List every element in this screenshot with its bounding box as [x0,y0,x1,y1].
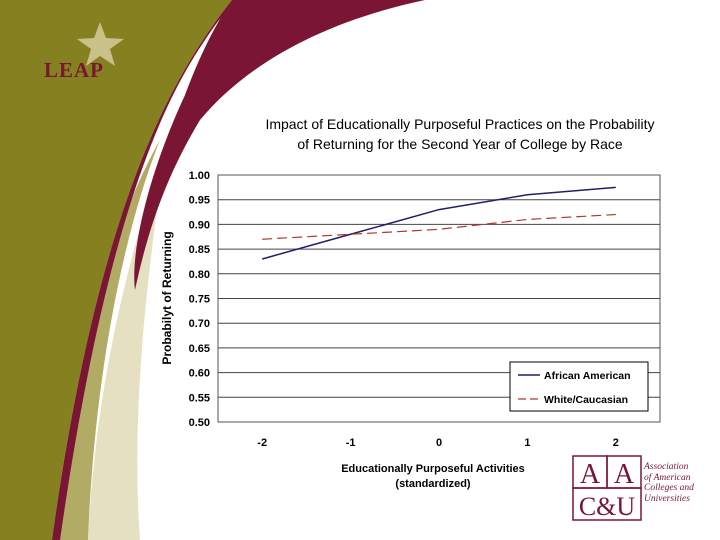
y-tick-label: 1.00 [189,170,210,182]
y-tick-label: 0.65 [189,343,210,355]
y-tick-labels: 0.50 0.55 0.60 0.65 0.70 0.75 0.80 0.85 0.90 0.95… [189,170,210,429]
y-axis-label: Probabilyt of Returning [160,231,174,364]
legend-box [509,361,649,412]
aacu-logo-mark: A A C&U [572,455,642,521]
gridlines [218,199,660,398]
y-tick-label: 0.95 [189,195,210,207]
y-tick-label: 0.90 [189,219,210,231]
svg-text:C&U: C&U [579,492,636,521]
aacu-name-line: Association [644,462,689,472]
chart-title-line: of Returning for the Second Year of Coll… [297,136,623,152]
star-icon [77,22,124,66]
x-tick-label: 2 [613,437,619,449]
maroon-sweep [134,0,425,290]
x-axis-label-line: Educationally Purposeful Activities [341,463,525,475]
x-tick-labels: -2 -1 0 1 2 [257,437,619,449]
series-lines [261,186,616,260]
aacu-name: Association of American Colleges and Uni… [644,462,716,504]
legend: African American White/Caucasian [509,361,649,412]
x-tick-label: -2 [257,437,267,449]
olive-highlight [52,140,160,540]
y-tick-label: 0.70 [189,318,210,330]
leap-logo-text: LEAP [44,58,105,82]
y-tick-label: 0.55 [189,392,210,404]
x-axis-label-line: (standardized) [395,478,471,490]
svg-text:A: A [614,459,635,490]
y-tick-label: 0.75 [189,294,210,306]
y-tick-label: 0.80 [189,269,210,281]
legend-label-african-american: African American [544,370,631,382]
chart-title: Impact of Educationally Purposeful Pract… [210,114,710,154]
svg-text:A: A [580,459,601,490]
y-tick-label: 0.60 [189,368,210,380]
olive-band [0,0,232,540]
aacu-name-line: Universities [644,493,690,504]
x-tick-label: -1 [346,437,356,449]
chart-title-line: Impact of Educationally Purposeful Pract… [265,116,655,132]
aacu-name-line: of American [644,472,691,483]
legend-label-white-caucasian: White/Caucasian [544,394,628,406]
aacu-name-line: Colleges and [644,483,694,493]
y-tick-label: 0.85 [189,244,210,256]
series-line-african-american [261,186,616,260]
x-tick-label: 1 [524,437,530,449]
y-tick-label: 0.50 [189,417,210,429]
x-tick-label: 0 [436,437,442,449]
gold-strip [88,150,165,540]
